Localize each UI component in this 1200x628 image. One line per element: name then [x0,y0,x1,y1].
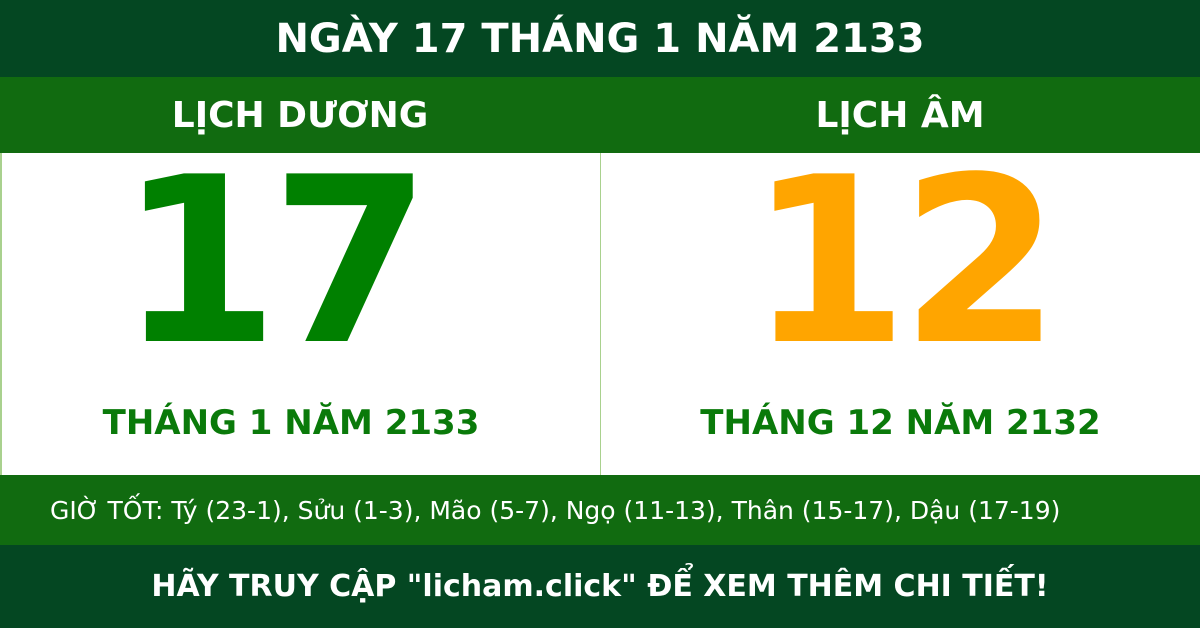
lunar-month-year: THÁNG 12 NĂM 2132 [700,403,1101,443]
solar-day: 17 [118,129,431,396]
page-title: NGÀY 17 THÁNG 1 NĂM 2133 [0,0,1200,77]
solar-month-year: THÁNG 1 NĂM 2133 [102,403,480,443]
column-headings: LỊCH DƯƠNG LỊCH ÂM [0,77,1200,153]
lunar-heading: LỊCH ÂM [815,94,985,136]
solar-panel: 17 THÁNG 1 NĂM 2133 [0,129,600,475]
lunar-day: 12 [748,129,1060,396]
lunar-panel: 12 THÁNG 12 NĂM 2132 [600,129,1200,475]
solar-heading: LỊCH DƯƠNG [171,94,429,136]
footer-cta: HÃY TRUY CẬP "licham.click" ĐỂ XEM THÊM … [0,545,1200,628]
good-hours: GIỜ TỐT: Tý (23-1), Sửu (1-3), Mão (5-7)… [0,475,1200,545]
